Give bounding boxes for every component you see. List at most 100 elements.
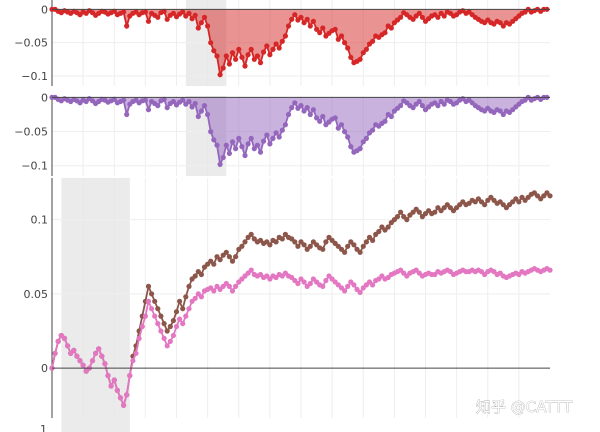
data-point (201, 103, 208, 109)
data-point (149, 306, 155, 312)
data-point (360, 243, 366, 249)
data-point (96, 346, 102, 352)
data-point (497, 108, 503, 114)
data-point (273, 239, 279, 245)
data-point (310, 18, 316, 24)
data-point (52, 350, 58, 356)
data-point (180, 321, 186, 327)
data-point (270, 46, 276, 52)
data-point (71, 347, 77, 353)
data-point (114, 387, 120, 393)
data-point (370, 282, 376, 288)
data-point (273, 130, 279, 136)
data-point (279, 127, 285, 133)
data-point (292, 100, 298, 106)
data-point (223, 53, 229, 59)
data-point (170, 332, 176, 339)
data-point (298, 14, 304, 20)
bottom-axis-tick-label: 1 (40, 423, 47, 432)
data-point (292, 239, 298, 245)
data-point (432, 209, 438, 215)
data-point (398, 103, 404, 109)
data-point (267, 141, 273, 147)
data-point (248, 135, 254, 141)
data-point (239, 243, 245, 249)
data-point (226, 254, 232, 260)
data-point (61, 335, 68, 341)
data-point (335, 36, 341, 42)
data-point (226, 150, 232, 156)
data-point (223, 142, 229, 148)
data-point (161, 321, 167, 327)
data-point (186, 306, 192, 312)
data-point (217, 72, 223, 78)
data-point (99, 353, 105, 359)
data-point (301, 279, 307, 285)
data-point (307, 23, 313, 29)
data-point (229, 258, 236, 264)
data-point (111, 8, 117, 14)
data-point (233, 56, 239, 62)
data-point (217, 161, 223, 167)
data-point (363, 239, 369, 245)
data-point (360, 139, 366, 145)
data-point (410, 16, 416, 22)
y-tick-label: −0.1 (21, 70, 48, 83)
data-point (264, 43, 270, 49)
data-point (167, 338, 173, 344)
data-point (180, 306, 186, 312)
data-point (105, 373, 111, 379)
data-point (360, 50, 366, 56)
data-point (242, 152, 248, 159)
data-point (398, 209, 404, 215)
data-point (357, 249, 363, 255)
data-point (285, 23, 292, 29)
data-point (161, 96, 167, 102)
data-point (198, 108, 204, 114)
data-point (404, 217, 410, 223)
data-point (158, 328, 164, 334)
data-point (173, 323, 180, 330)
data-point (342, 129, 348, 135)
data-point (335, 125, 341, 131)
data-point (342, 249, 348, 255)
data-point (370, 127, 376, 133)
data-point (295, 280, 301, 287)
data-point (239, 144, 245, 150)
data-point (276, 134, 282, 140)
data-point (348, 144, 354, 150)
data-point (323, 277, 329, 284)
data-point (133, 350, 139, 356)
data-point (89, 358, 96, 364)
data-point (416, 209, 422, 215)
data-point (130, 358, 136, 364)
data-point (267, 52, 273, 58)
data-point (155, 103, 161, 109)
data-point (223, 249, 229, 255)
data-point (363, 46, 369, 52)
data-point (279, 236, 285, 242)
data-point (170, 318, 176, 324)
data-point (314, 26, 320, 32)
data-point (180, 97, 186, 103)
data-point (183, 313, 189, 319)
data-point (136, 335, 142, 341)
data-point (198, 20, 204, 26)
data-point (173, 309, 180, 315)
data-point (388, 25, 394, 31)
data-point (410, 105, 416, 111)
data-point (192, 295, 198, 301)
data-point (317, 30, 323, 36)
data-point (208, 129, 214, 135)
data-point (345, 45, 351, 51)
data-point (127, 373, 133, 379)
data-point (158, 313, 164, 319)
data-point (74, 353, 80, 359)
data-point (376, 228, 382, 235)
data-point (155, 14, 161, 20)
data-point (217, 257, 223, 263)
y-tick-label: 0 (41, 3, 48, 16)
data-point (177, 298, 183, 304)
data-point (547, 267, 553, 273)
data-point (102, 361, 108, 367)
